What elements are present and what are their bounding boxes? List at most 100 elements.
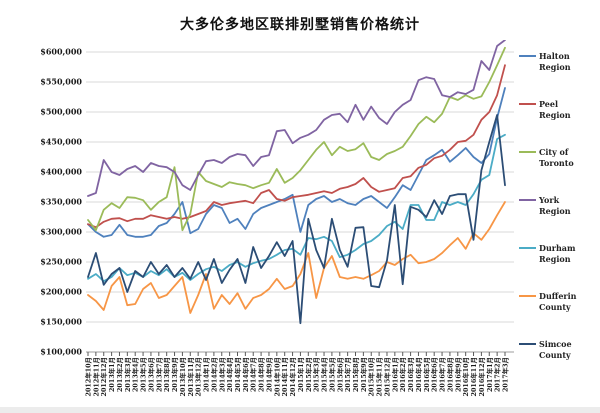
legend-swatch-dufferin [519,295,536,297]
series-lines [87,40,506,325]
x-axis-label: 2013年10月 [178,357,187,396]
x-axis-label: 2014年8月 [257,357,266,392]
legend-label-dufferin: Dufferin County [539,291,577,312]
x-axis-label: 2016年12月 [477,357,486,396]
x-axis-label: 2014年7月 [249,357,258,392]
legend-label-simcoe: Simcoe County [539,339,572,360]
series-line-peel [87,64,506,229]
series-line-halton [87,87,506,238]
legend-item-halton: Halton Region [519,51,571,73]
legend-swatch-city-of [519,151,536,153]
series-line-york [87,40,506,197]
legend-swatch-york [519,199,536,201]
legend-item-york: York Region [519,195,571,217]
x-axis-label: 2013年6月 [146,357,155,392]
legend-swatch-peel [519,103,536,105]
y-axis-label: $500,000 [40,107,82,117]
x-axis-label: 2013年7月 [154,357,163,392]
series-line-simcoe [87,114,506,325]
legend-item-simcoe: Simcoe County [519,339,572,361]
x-axis-label: 2015年6月 [335,357,344,392]
x-axis-label: 2016年8月 [445,357,454,392]
bottom-strip [0,407,600,413]
y-axis-label: $450,000 [40,137,82,147]
x-axis-label: 2015年12月 [382,357,391,396]
x-axis-label: 2016年11月 [469,357,478,396]
y-axis-label: $100,000 [40,347,82,357]
x-axis-label: 2016年1月 [390,357,399,392]
x-axis-label: 2014年10月 [272,357,281,396]
series-line-city-of [87,46,506,232]
legend-swatch-simcoe [519,343,536,345]
legend-label-city-of: City of Toronto [539,147,574,168]
x-axis-label: 2014年9月 [264,357,273,392]
y-axis-label: $350,000 [40,197,82,207]
x-axis-label: 2012年10月 [84,357,93,396]
x-axis-label: 2016年5月 [422,357,431,392]
x-axis-label: 2014年4月 [225,357,234,392]
x-axis-label: 2014年3月 [217,357,226,392]
x-axis-label: 2015年3月 [312,357,321,392]
x-axis-label: 2013年5月 [139,357,148,392]
series-line-dufferin [87,201,506,314]
x-axis-label: 2012年11月 [91,357,100,396]
y-axis-labels: $600,000 $550,000 $500,000 $450,000 $400,000… [40,47,82,357]
x-axis-label: 2015年7月 [343,357,352,392]
x-axis [86,351,514,356]
x-axis-label: 2015年4月 [320,357,329,392]
x-axis-label: 2013年8月 [162,357,171,392]
x-axis-label: 2013年4月 [131,357,140,392]
x-axis-label: 2017年3月 [501,357,510,392]
x-axis-label: 2016年3月 [406,357,415,392]
x-axis-label: 2015年8月 [351,357,360,392]
legend-swatch-halton [519,55,536,57]
legend-label-durham: Durham Region [539,243,576,264]
x-axis-label: 2015年1月 [296,357,305,392]
x-axis-label: 2013年9月 [170,357,179,392]
y-axis-label: $150,000 [40,317,82,327]
x-axis-label: 2013年12月 [194,357,203,396]
y-axis-label: $250,000 [40,257,82,267]
x-axis-label: 2013年3月 [123,357,132,392]
x-axis-label: 2016年7月 [438,357,447,392]
legend-swatch-durham [519,247,536,249]
x-axis-label: 2016年6月 [430,357,439,392]
x-axis-label: 2014年6月 [241,357,250,392]
x-axis-label: 2015年5月 [327,357,336,392]
x-axis-label: 2015年11月 [375,357,384,396]
legend-item-city-of: City of Toronto [519,147,574,169]
x-axis-label: 2015年9月 [359,357,368,392]
x-axis-label: 2014年11月 [280,357,289,396]
x-axis-label: 2014年12月 [288,357,297,396]
x-axis-label: 2016年2月 [398,357,407,392]
legend-item-dufferin: Dufferin County [519,291,576,313]
x-axis-label: 2016年9月 [453,357,462,392]
legend-label-halton: Halton Region [539,51,571,72]
x-axis-label: 2013年1月 [107,357,116,392]
x-axis-label: 2014年5月 [233,357,242,392]
x-axis-label: 2013年2月 [115,357,124,392]
x-axis-label: 2016年4月 [414,357,423,392]
x-axis-label: 2015年2月 [304,357,313,392]
x-axis-label: 2014年1月 [202,357,211,392]
legend-label-york: York Region [539,195,571,216]
y-axis-label: $200,000 [40,287,82,297]
legend-item-durham: Durham Region [519,243,575,265]
x-axis-label: 2014年2月 [209,357,218,392]
y-axis-label: $300,000 [40,227,82,237]
x-axis-label: 2017年1月 [485,357,494,392]
y-axis-label: $550,000 [40,77,82,87]
legend-item-peel: Peel Region [519,99,571,121]
x-axis-label: 2013年11月 [186,357,195,396]
series-line-durham [87,133,506,283]
x-axis-label: 2015年10月 [367,357,376,396]
x-axis-label: 2017年2月 [493,357,502,392]
chart-title: 大多伦多地区联排别墅销售价格统计 [180,17,420,33]
y-axis-label: $600,000 [40,47,82,57]
x-axis-labels: 2012年10月 2012年11月 2012年12月 2013年1月 2013年2月 20… [84,357,510,396]
x-axis-label: 2012年12月 [99,357,108,396]
legend: Halton Region Peel Region City of Toronto Y… [519,0,599,413]
legend-label-peel: Peel Region [539,99,571,120]
